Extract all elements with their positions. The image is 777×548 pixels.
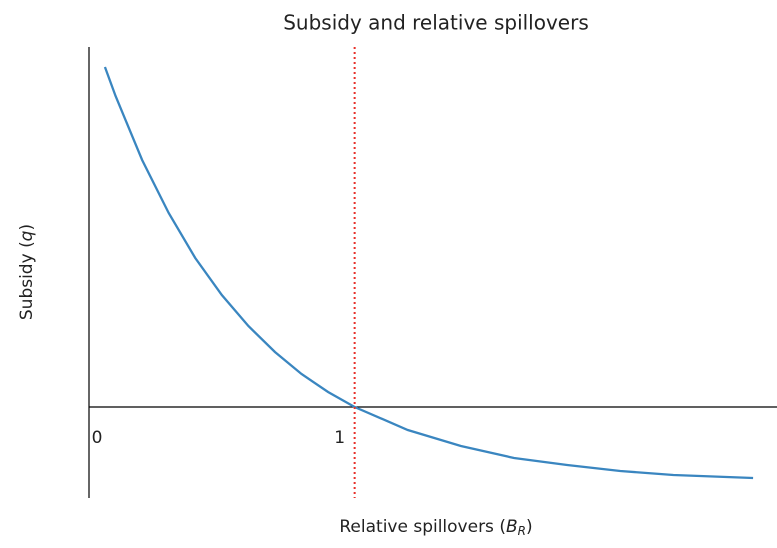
x-axis-label: Relative spillovers (BR) (339, 517, 532, 538)
y-label-text: ) (17, 224, 37, 231)
x-tick-label: 1 (334, 428, 345, 448)
x-label-text: Relative spillovers ( (339, 517, 506, 537)
y-label-text: Subsidy ( (17, 241, 37, 320)
x-label-symbol: B (506, 517, 518, 537)
chart-title: Subsidy and relative spillovers (283, 11, 589, 35)
x-label-text: ) (526, 517, 533, 537)
y-axis-label: Subsidy (q) (17, 224, 37, 320)
x-tick-label: 0 (92, 428, 103, 448)
x-label-subscript: R (518, 524, 526, 538)
curve (103, 66, 754, 480)
y-label-symbol: q (17, 230, 37, 241)
